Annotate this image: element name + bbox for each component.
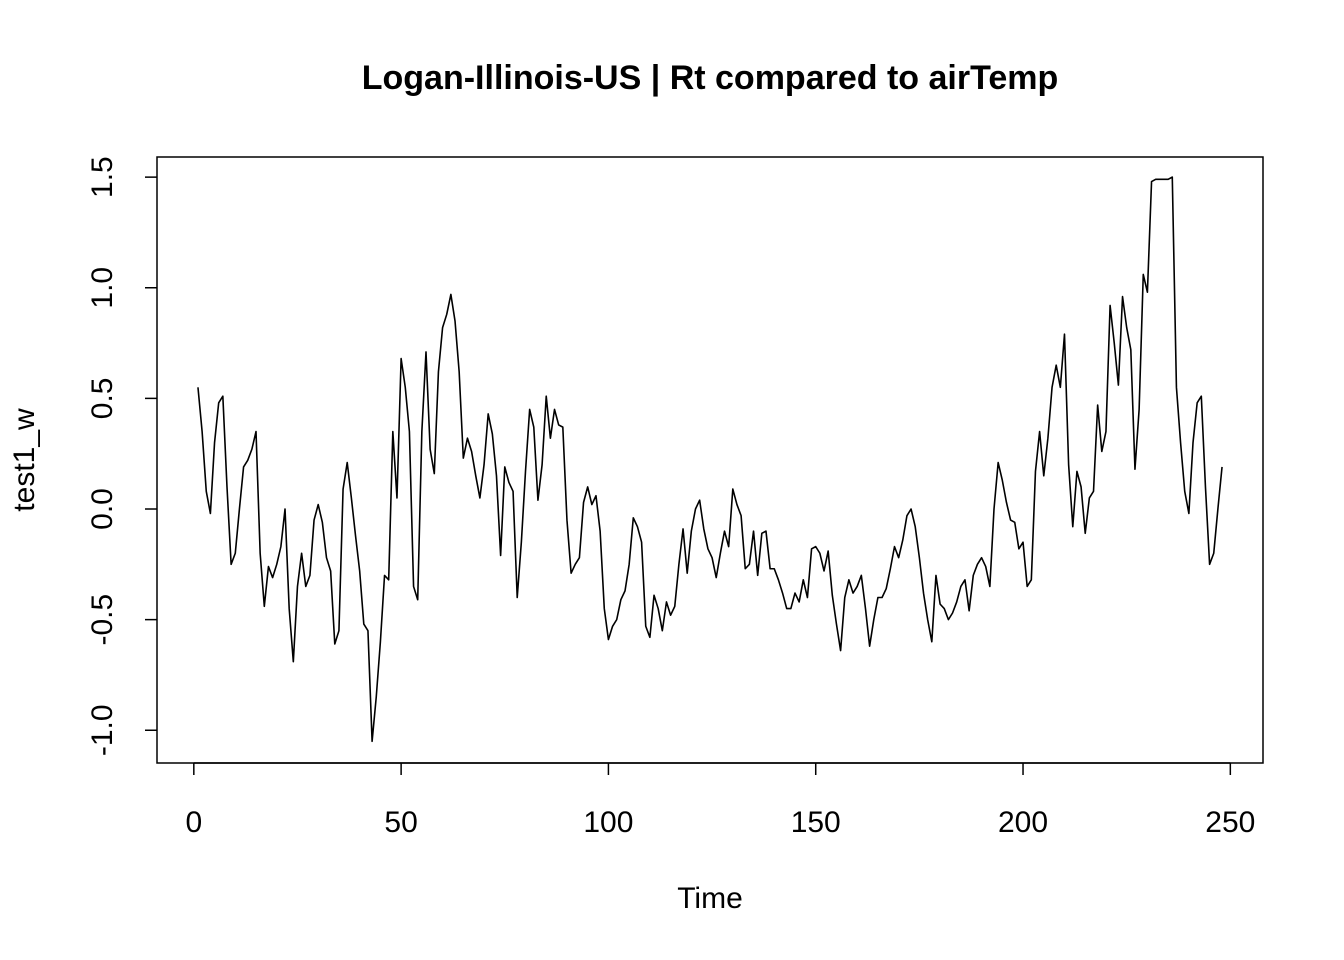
x-tick-label: 250 [1205, 806, 1255, 839]
y-tick-label: 1.0 [86, 267, 119, 309]
y-tick-label: -1.0 [86, 704, 119, 756]
y-axis-label: test1_w [8, 408, 41, 512]
data-line [197, 176, 1223, 743]
y-tick-label: -0.5 [86, 594, 119, 646]
plot-frame [156, 156, 1264, 764]
chart-title: Logan-Illinois-US | Rt compared to airTe… [362, 59, 1059, 97]
x-tick-label: 0 [185, 806, 202, 839]
x-axis-label: Time [677, 882, 743, 915]
y-tick-label: 1.5 [86, 156, 119, 198]
y-tick-label: 0.5 [86, 378, 119, 420]
x-tick-label: 150 [791, 806, 841, 839]
x-tick-label: 200 [998, 806, 1048, 839]
x-tick-label: 100 [583, 806, 633, 839]
x-tick-label: 50 [384, 806, 417, 839]
y-tick-label: 0.0 [86, 488, 119, 530]
